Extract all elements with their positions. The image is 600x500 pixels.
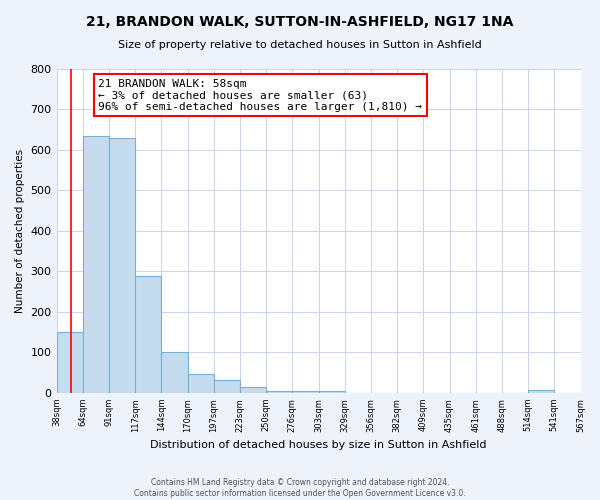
Bar <box>292 391 319 393</box>
Y-axis label: Number of detached properties: Number of detached properties <box>15 149 25 313</box>
Bar <box>56 332 83 393</box>
Bar <box>214 380 240 393</box>
Bar <box>135 276 161 393</box>
Bar <box>188 374 214 393</box>
Bar <box>240 388 266 393</box>
Text: Size of property relative to detached houses in Sutton in Ashfield: Size of property relative to detached ho… <box>118 40 482 50</box>
Bar <box>83 136 109 393</box>
Bar <box>109 138 135 393</box>
Text: 21 BRANDON WALK: 58sqm
← 3% of detached houses are smaller (63)
96% of semi-deta: 21 BRANDON WALK: 58sqm ← 3% of detached … <box>98 78 422 112</box>
X-axis label: Distribution of detached houses by size in Sutton in Ashfield: Distribution of detached houses by size … <box>150 440 487 450</box>
Bar <box>319 391 345 393</box>
Text: Contains HM Land Registry data © Crown copyright and database right 2024.
Contai: Contains HM Land Registry data © Crown c… <box>134 478 466 498</box>
Bar <box>528 390 554 393</box>
Text: 21, BRANDON WALK, SUTTON-IN-ASHFIELD, NG17 1NA: 21, BRANDON WALK, SUTTON-IN-ASHFIELD, NG… <box>86 15 514 29</box>
Bar <box>161 352 188 393</box>
Bar <box>266 391 292 393</box>
